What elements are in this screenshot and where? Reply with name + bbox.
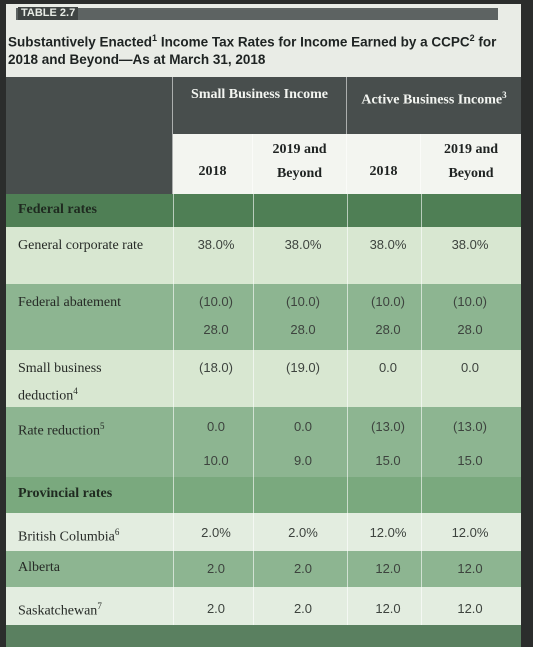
section-provincial: Provincial rates — [6, 477, 521, 513]
cell-value: 38.0% — [284, 237, 322, 252]
cell-value: (19.0) — [286, 360, 320, 375]
cell-value: 12.0 — [457, 601, 483, 616]
table-bottom-strip — [6, 625, 521, 647]
row-label: Alberta — [18, 560, 60, 575]
col-2019-small: 2019 and Beyond — [253, 134, 347, 194]
table-tag: TABLE 2.7 — [18, 7, 79, 20]
section-federal: Federal rates — [6, 194, 521, 227]
row-general-corporate-rate: General corporate rate 38.0% 38.0% 38.0%… — [6, 227, 521, 284]
cell-value: 2.0 — [293, 561, 313, 576]
cell-value: 12.0 — [375, 601, 401, 616]
row-small-business-deduction: Small business deduction4 (18.0) (19.0) … — [6, 350, 521, 407]
col-2019-active: 2019 and Beyond — [421, 134, 521, 194]
cell-value: 2.0% — [288, 525, 318, 540]
row-british-columbia: British Columbia6 2.0% 2.0% 12.0% 12.0% — [6, 513, 521, 551]
cell-value: 12.0 — [375, 561, 401, 576]
row-label: Saskatchewan7 — [18, 601, 102, 619]
cell-value: (18.0) — [199, 360, 233, 375]
small-business-header: Small Business Income — [173, 77, 347, 134]
cell-value: (10.0) — [371, 294, 405, 309]
table-sheet: TABLE 2.7 Substantively Enacted1 Income … — [6, 4, 521, 647]
cell-value: 2.0 — [293, 601, 313, 616]
subtotal-value: 15.0 — [457, 453, 483, 468]
cell-value: 0.0 — [293, 419, 313, 434]
cell-value: 12.0% — [369, 525, 407, 540]
cell-value: 12.0% — [451, 525, 489, 540]
cell-value: 0.0 — [206, 419, 226, 434]
row-rate-reduction: Rate reduction5 0.0 0.0 (13.0) (13.0) 10… — [6, 407, 521, 477]
col-2018-small: 2018 — [173, 134, 253, 194]
row-label: Small business deduction4 — [18, 361, 102, 404]
table-label-bar — [16, 8, 498, 20]
section-federal-label: Federal rates — [18, 202, 97, 217]
active-business-header: Active Business Income3 — [361, 90, 507, 108]
column-divider — [173, 194, 174, 627]
subtotal-value: 28.0 — [290, 322, 316, 337]
column-divider — [347, 194, 348, 627]
cell-value: 38.0% — [197, 237, 235, 252]
row-label: British Columbia6 — [18, 527, 120, 545]
cell-value: (13.0) — [453, 419, 487, 434]
row-label: Rate reduction5 — [18, 421, 105, 439]
subtotal-value: 28.0 — [457, 322, 483, 337]
cell-value: 38.0% — [451, 237, 489, 252]
cell-value: 2.0 — [206, 601, 226, 616]
cell-value: 2.0% — [201, 525, 231, 540]
col-2018-active: 2018 — [347, 134, 421, 194]
cell-value: 0.0 — [378, 360, 398, 375]
row-label: General corporate rate — [18, 238, 144, 253]
cell-value: (13.0) — [371, 419, 405, 434]
cell-value: 38.0% — [369, 237, 407, 252]
subtotal-value: 15.0 — [375, 453, 401, 468]
column-divider — [421, 194, 422, 627]
row-label: Federal abatement — [18, 295, 122, 310]
cell-value: (10.0) — [199, 294, 233, 309]
row-saskatchewan: Saskatchewan7 2.0 2.0 12.0 12.0 — [6, 587, 521, 627]
section-provincial-label: Provincial rates — [18, 486, 113, 501]
column-divider — [253, 194, 254, 627]
header-row-years: 2018 2019 and Beyond 2018 2019 and Beyon… — [6, 134, 521, 194]
cell-value: (10.0) — [453, 294, 487, 309]
header-row-groups: Small Business Income Active Business In… — [6, 77, 521, 134]
cell-value: 2.0 — [206, 561, 226, 576]
subtotal-value: 10.0 — [203, 453, 229, 468]
subtotal-value: 28.0 — [375, 322, 401, 337]
subtotal-value: 28.0 — [203, 322, 229, 337]
table-title: Substantively Enacted1 Income Tax Rates … — [8, 33, 497, 67]
cell-value: 0.0 — [460, 360, 480, 375]
row-federal-abatement: Federal abatement (10.0) (10.0) (10.0) (… — [6, 284, 521, 350]
cell-value: 12.0 — [457, 561, 483, 576]
row-alberta: Alberta 2.0 2.0 12.0 12.0 — [6, 551, 521, 587]
subtotal-value: 9.0 — [293, 453, 313, 468]
cell-value: (10.0) — [286, 294, 320, 309]
